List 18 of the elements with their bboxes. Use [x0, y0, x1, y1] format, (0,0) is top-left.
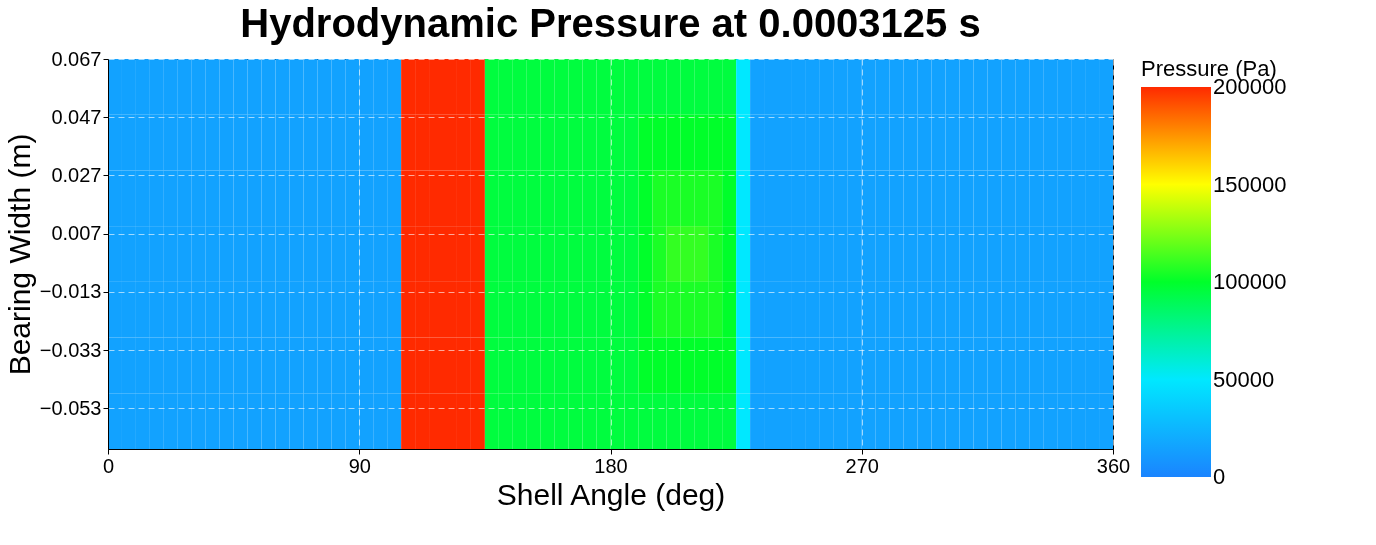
- y-tick-label: 0.067: [51, 47, 102, 70]
- x-tick-label: 270: [845, 454, 879, 477]
- y-tick-label: −0.013: [39, 280, 102, 303]
- color-bar-label: 150000: [1213, 171, 1287, 197]
- color-bar-label: 50000: [1213, 366, 1275, 392]
- chart-title: Hydrodynamic Pressure at 0.0003125 s: [240, 1, 981, 45]
- y-tick-label: −0.053: [39, 396, 102, 419]
- color-bar-label: 100000: [1213, 269, 1287, 294]
- x-tick-label: 180: [594, 454, 628, 477]
- x-tick-label: 90: [348, 454, 371, 477]
- y-axis-title: Bearing Width (m): [2, 133, 36, 376]
- y-tick-label: 0.007: [51, 222, 102, 245]
- y-tick-label: 0.047: [51, 105, 102, 128]
- y-tick-label: −0.033: [39, 338, 102, 361]
- x-tick-label: 0: [102, 454, 115, 477]
- x-axis-title: Shell Angle (deg): [496, 477, 726, 511]
- x-tick-label: 360: [1096, 454, 1131, 477]
- y-tick-label: 0.027: [51, 163, 102, 186]
